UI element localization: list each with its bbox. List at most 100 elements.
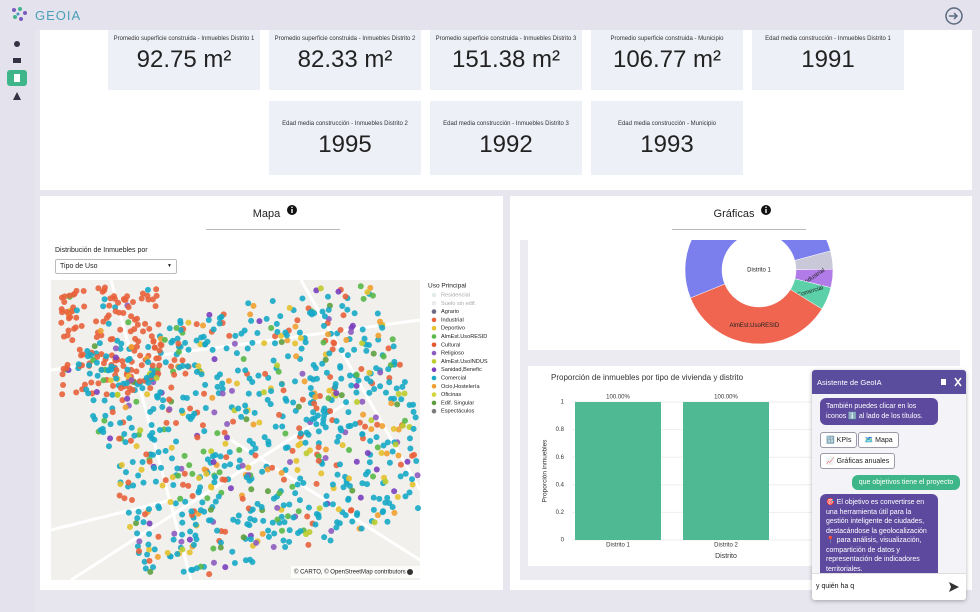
map-point xyxy=(210,559,217,566)
legend-swatch xyxy=(431,325,437,331)
map-point xyxy=(173,325,180,332)
map-point xyxy=(352,420,359,427)
map-point xyxy=(260,517,267,524)
nav-road[interactable] xyxy=(13,92,21,100)
map-point xyxy=(221,429,228,436)
map-point xyxy=(142,320,149,327)
bar-value-label: 100.00% xyxy=(606,395,630,401)
map-point xyxy=(271,340,278,347)
map-point xyxy=(264,488,271,495)
map-point xyxy=(340,312,347,319)
map-point xyxy=(401,417,408,424)
map-point xyxy=(105,443,112,450)
map-point xyxy=(343,480,350,487)
map-point xyxy=(163,419,170,426)
map-point xyxy=(117,326,124,333)
map-point xyxy=(302,439,309,446)
map-point xyxy=(278,338,285,345)
map-point xyxy=(338,392,345,399)
map-point xyxy=(374,512,381,519)
map-point xyxy=(120,295,127,302)
map-point xyxy=(214,527,221,534)
map-point xyxy=(349,487,356,494)
map-point xyxy=(148,333,155,340)
map-point xyxy=(244,345,251,352)
map-point xyxy=(134,530,141,537)
map-point xyxy=(219,380,226,387)
map-point xyxy=(179,511,186,518)
map-point xyxy=(166,396,173,403)
map-point xyxy=(61,298,68,305)
map-point xyxy=(294,317,301,324)
map-point xyxy=(414,505,421,512)
map-point xyxy=(271,530,278,537)
map-point xyxy=(158,464,165,471)
nav-person[interactable] xyxy=(13,58,21,63)
map-point xyxy=(217,453,224,460)
charts-title: Gráficas xyxy=(713,208,755,220)
map-point xyxy=(182,339,189,346)
kpi-card: Edad media construcción - Inmuebles Dist… xyxy=(269,101,421,175)
map-point xyxy=(125,479,132,486)
map-point xyxy=(222,440,229,447)
charts-info-icon[interactable] xyxy=(760,204,772,216)
map-point xyxy=(120,310,127,317)
map-point xyxy=(406,435,413,442)
map-point xyxy=(122,439,129,446)
map-point xyxy=(199,422,206,429)
map-point xyxy=(101,296,108,303)
map-point xyxy=(109,335,116,342)
map-point xyxy=(105,312,112,319)
chat-input[interactable]: y quién ha q xyxy=(812,573,966,600)
map-point xyxy=(315,453,322,460)
map-point xyxy=(338,427,345,434)
map-point xyxy=(372,414,379,421)
map-point xyxy=(151,546,158,553)
filter-dropdown[interactable]: Tipo de Uso ▼ xyxy=(55,259,177,274)
map-point xyxy=(211,356,218,363)
map-point xyxy=(360,411,367,418)
map-point xyxy=(359,398,366,405)
map-point xyxy=(315,428,322,435)
map-point xyxy=(91,343,98,350)
map-point xyxy=(154,553,161,560)
map-point xyxy=(135,472,142,479)
map-point xyxy=(140,519,147,526)
map-point xyxy=(212,451,219,458)
map-point xyxy=(178,538,185,545)
chat-controls[interactable] xyxy=(940,377,962,387)
map-point xyxy=(81,303,88,310)
map-point xyxy=(389,504,396,511)
map-point xyxy=(351,346,358,353)
x-tick-label: Distrito 1 xyxy=(606,543,630,549)
map-info-icon[interactable] xyxy=(286,204,298,216)
nav-users[interactable] xyxy=(14,41,20,47)
map-point xyxy=(219,385,226,392)
map-point xyxy=(110,382,117,389)
map-point xyxy=(211,479,218,486)
quick-button[interactable]: 📈 Gráficas anuales xyxy=(820,453,896,469)
map-point xyxy=(373,434,380,441)
map-point xyxy=(322,356,329,363)
map-point xyxy=(146,557,153,564)
map-point xyxy=(368,426,375,433)
map-point xyxy=(395,426,402,433)
map-point xyxy=(168,444,175,451)
donut-label: AlmEst.UsoRESID xyxy=(730,323,780,329)
map-point xyxy=(325,331,332,338)
logout-button[interactable] xyxy=(944,6,964,26)
map-point xyxy=(152,478,159,485)
map-point xyxy=(139,290,146,297)
map-point xyxy=(286,538,293,545)
map-point xyxy=(216,320,223,327)
map-point xyxy=(280,387,287,394)
legend-label: Edif. Singular xyxy=(441,400,474,406)
map-point xyxy=(390,343,397,350)
map[interactable]: © CARTO, © OpenStreetMap contributors Uso… xyxy=(51,280,496,582)
quick-button[interactable]: 🔢 KPIs xyxy=(820,432,858,448)
map-point xyxy=(146,325,153,332)
quick-button[interactable]: 🗺️ Mapa xyxy=(858,432,899,448)
map-point xyxy=(334,471,341,478)
map-point xyxy=(145,343,152,350)
send-button[interactable] xyxy=(948,581,960,593)
